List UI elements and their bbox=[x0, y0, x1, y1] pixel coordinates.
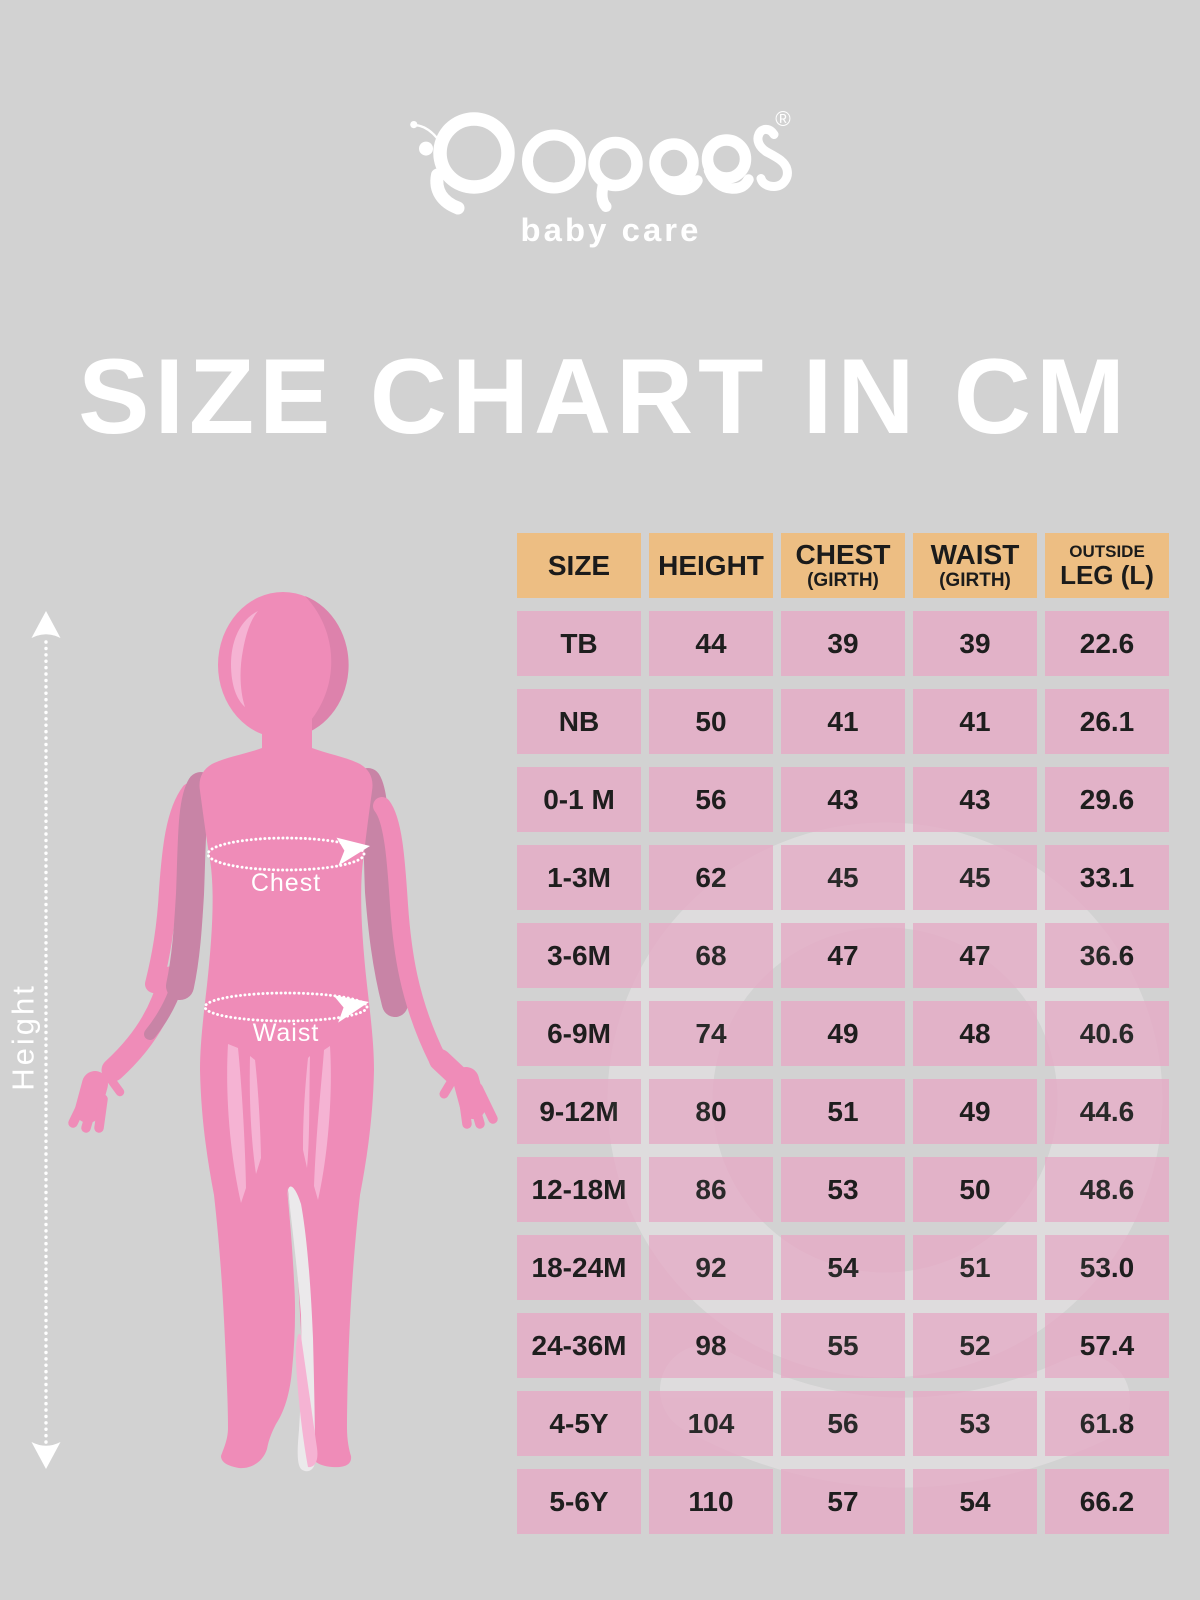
svg-text:Waist: Waist bbox=[253, 1019, 320, 1047]
svg-text:Chest: Chest bbox=[251, 869, 321, 897]
svg-text:baby care: baby care bbox=[521, 212, 702, 248]
svg-text:®: ® bbox=[775, 108, 791, 131]
svg-text:Height: Height bbox=[6, 983, 41, 1091]
